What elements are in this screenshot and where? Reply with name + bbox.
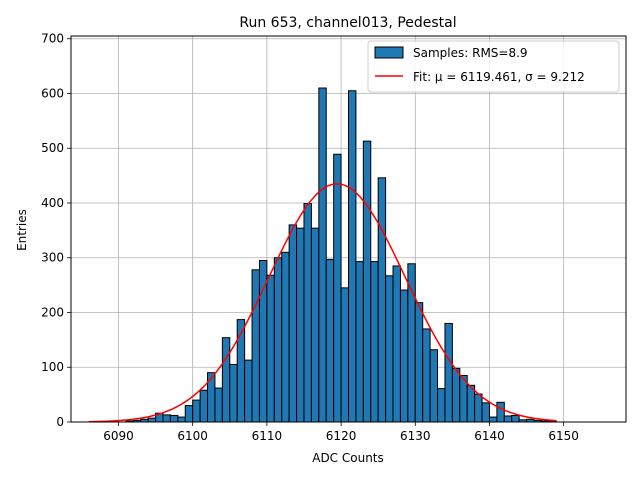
legend-fit-label: Fit: μ = 6119.461, σ = 9.212 xyxy=(413,70,585,84)
histogram-bar xyxy=(266,274,275,423)
histogram-bar xyxy=(399,289,409,423)
histogram-bar xyxy=(147,417,157,423)
x-tick-label: 6140 xyxy=(474,429,505,443)
legend-histogram-swatch xyxy=(374,46,404,59)
histogram-bar xyxy=(481,402,490,423)
x-tick-label: 6100 xyxy=(177,429,208,443)
histogram-bar xyxy=(288,224,298,423)
legend-box xyxy=(367,40,620,93)
y-tick-label: 200 xyxy=(41,305,64,319)
histogram-bar xyxy=(348,90,357,423)
y-tick-label: 300 xyxy=(41,251,64,265)
histogram-bar xyxy=(377,177,387,423)
histogram-bar xyxy=(244,359,253,423)
y-tick-label: 100 xyxy=(41,360,64,374)
histogram-bar xyxy=(214,387,223,423)
histogram-bar xyxy=(184,405,194,423)
histogram-bar xyxy=(414,302,424,423)
x-axis-ticks: 6090 6100 6110 6120 6130 6140 6150 xyxy=(103,422,579,443)
y-tick-label: 0 xyxy=(56,415,64,429)
fit-curve-layer xyxy=(88,183,557,423)
histogram-bar xyxy=(303,203,312,423)
x-tick-label: 6120 xyxy=(326,429,357,443)
y-tick-label: 400 xyxy=(41,196,64,210)
plot-frame xyxy=(70,35,627,423)
histogram-bar xyxy=(496,401,505,423)
histogram-bar xyxy=(318,87,327,423)
y-tick-label: 600 xyxy=(41,86,64,100)
histogram-bar xyxy=(511,414,520,423)
x-tick-label: 6130 xyxy=(400,429,431,443)
histogram-bar xyxy=(296,227,305,423)
legend: Samples: RMS=8.9 Fit: μ = 6119.461, σ = … xyxy=(367,40,620,93)
histogram-bar xyxy=(488,416,498,423)
histogram-bar xyxy=(392,265,401,423)
x-tick-label: 6090 xyxy=(103,429,134,443)
histogram-bar xyxy=(503,415,513,423)
histogram-bar xyxy=(362,140,372,423)
y-axis-label: Entries xyxy=(15,209,29,251)
histogram-bar xyxy=(207,372,216,423)
histogram-bar xyxy=(221,337,231,423)
histogram-bar xyxy=(407,263,416,423)
legend-histogram-label: Samples: RMS=8.9 xyxy=(413,46,528,60)
histogram-bar xyxy=(474,393,483,423)
y-axis-ticks: 0 100 200 300 400 500 600 700 xyxy=(41,32,71,429)
histogram-bar xyxy=(355,261,364,423)
histogram-bar xyxy=(281,251,290,423)
histogram-bar xyxy=(466,384,476,423)
y-tick-label: 700 xyxy=(41,32,64,46)
chart-title: Run 653, channel013, Pedestal xyxy=(239,15,456,31)
histogram-bar xyxy=(437,388,446,423)
x-tick-label: 6150 xyxy=(548,429,579,443)
histogram-bar xyxy=(251,269,260,423)
histogram-bar xyxy=(385,275,394,423)
histogram-bar xyxy=(177,416,186,423)
gaussian-fit-curve xyxy=(88,183,557,423)
histogram-bar xyxy=(444,322,453,423)
histogram-bar xyxy=(325,258,335,423)
x-tick-label: 6110 xyxy=(252,429,283,443)
histogram-bar xyxy=(169,414,179,423)
histogram-bar xyxy=(340,287,349,423)
histogram-bar xyxy=(429,349,439,423)
histogram-bar xyxy=(333,153,342,423)
histogram-bar xyxy=(162,414,171,423)
histogram-bar xyxy=(370,261,379,423)
histogram-bar xyxy=(192,399,201,423)
histogram-bar xyxy=(229,364,238,423)
histogram-bar xyxy=(422,328,431,423)
histogram-bar xyxy=(451,367,461,423)
histogram-bar xyxy=(273,257,283,423)
histogram-bar xyxy=(310,227,320,423)
x-axis-label: ADC Counts xyxy=(312,451,384,465)
histogram-bar xyxy=(199,389,209,423)
y-tick-label: 500 xyxy=(41,141,64,155)
